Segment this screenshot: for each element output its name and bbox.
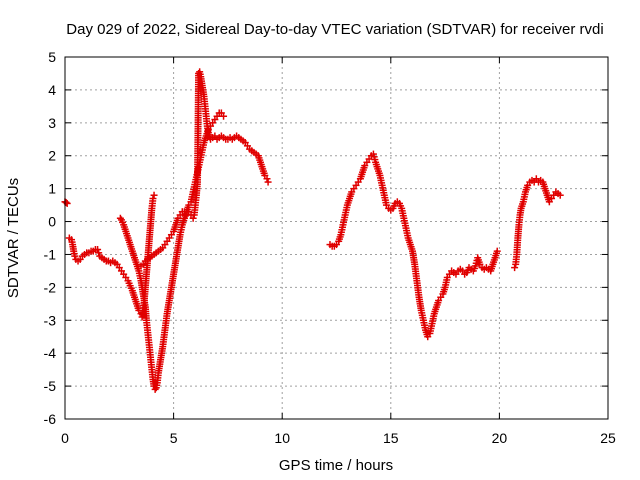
x-tick-label: 10 — [274, 430, 290, 446]
y-tick-label: -3 — [44, 312, 57, 328]
y-tick-labels: -6 -5 -4 -3 -2 -1 0 1 2 3 4 5 — [44, 49, 57, 427]
y-tick-label: 1 — [48, 181, 56, 197]
axis-ticks — [64, 56, 609, 420]
y-tick-label: -6 — [44, 411, 57, 427]
y-axis-label: SDTVAR / TECUs — [5, 178, 22, 298]
y-tick-label: -5 — [44, 378, 57, 394]
data-point — [220, 112, 228, 120]
plot-frame — [64, 56, 609, 420]
x-tick-label: 0 — [61, 430, 69, 446]
x-tick-labels: 0 5 10 15 20 25 — [61, 430, 616, 446]
data-point — [71, 252, 79, 260]
data-point — [263, 175, 271, 183]
y-tick-label: 5 — [48, 49, 56, 65]
chart-title: Day 029 of 2022, Sidereal Day-to-day VTE… — [66, 21, 603, 38]
data-point — [95, 249, 103, 257]
y-tick-label: 4 — [48, 82, 56, 98]
x-tick-label: 25 — [600, 430, 616, 446]
y-tick-label: 2 — [48, 148, 56, 164]
x-tick-label: 20 — [492, 430, 508, 446]
data-point — [511, 264, 519, 272]
y-tick-label: 3 — [48, 115, 56, 131]
data-points — [61, 68, 564, 393]
data-point — [149, 195, 157, 203]
y-tick-label: -2 — [44, 279, 57, 295]
data-point — [493, 247, 501, 255]
y-tick-label: 0 — [48, 214, 56, 230]
y-tick-label: -4 — [44, 345, 57, 361]
data-point — [150, 191, 158, 199]
data-point — [94, 246, 102, 254]
x-tick-label: 15 — [383, 430, 399, 446]
x-tick-label: 5 — [170, 430, 178, 446]
x-axis-label: GPS time / hours — [279, 457, 393, 474]
data-point — [556, 191, 564, 199]
y-tick-label: -1 — [44, 246, 57, 262]
data-point — [264, 178, 272, 186]
data-point — [62, 198, 70, 206]
data-point — [189, 214, 197, 222]
